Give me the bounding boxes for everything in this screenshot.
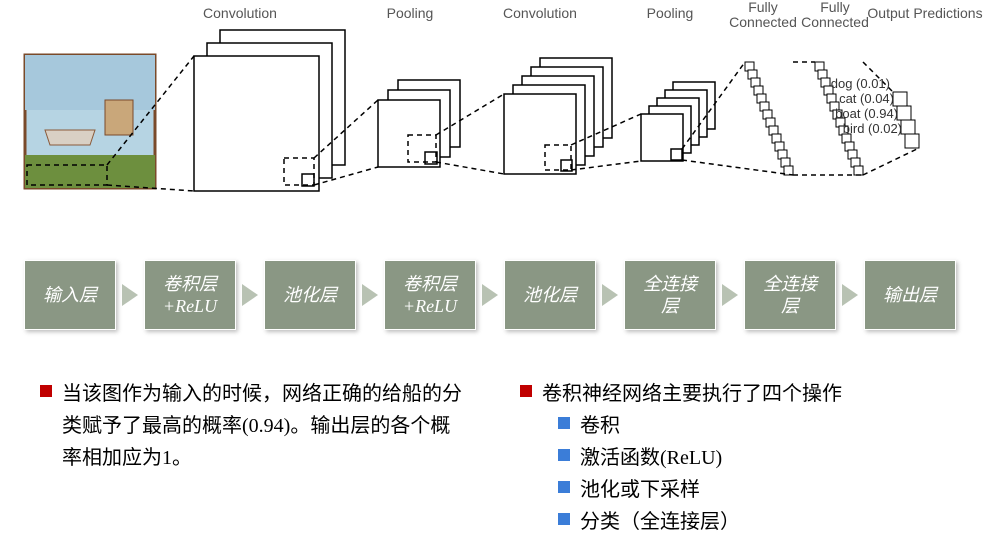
arrow-icon (362, 284, 378, 306)
svg-text:Fully: Fully (820, 0, 850, 15)
flow-step-3: 卷积层 +ReLU (384, 260, 476, 330)
cnn-diagram: Convolution Pooling Convolution Pooling … (15, 0, 985, 240)
note-sub-2: 池化或下采样 (580, 474, 700, 506)
label-pool2: Pooling (647, 5, 694, 21)
flow-step-0: 输入层 (24, 260, 116, 330)
svg-text:Connected: Connected (729, 14, 797, 30)
pred-2: boat (0.94) (835, 106, 898, 121)
flow-step-7: 输出层 (864, 260, 956, 330)
flow-step-5: 全连接 层 (624, 260, 716, 330)
bullet-icon (558, 481, 570, 493)
input-image (25, 55, 155, 188)
pred-0: dog (0.01) (831, 76, 890, 91)
conv1-stack (194, 30, 345, 191)
flow-step-2: 池化层 (264, 260, 356, 330)
svg-text:Connected: Connected (801, 14, 869, 30)
note-sub-1: 激活函数(ReLU) (580, 442, 722, 474)
flow-step-6: 全连接 层 (744, 260, 836, 330)
pool2-stack (641, 82, 715, 161)
flow-step-4: 池化层 (504, 260, 596, 330)
arrow-icon (602, 284, 618, 306)
label-conv1: Convolution (203, 5, 277, 21)
note-right-head: 卷积神经网络主要执行了四个操作 (542, 378, 842, 410)
arrow-icon (482, 284, 498, 306)
conv2-stack (504, 58, 612, 174)
notes: 当该图作为输入的时候，网络正确的给船的分类赋予了最高的概率(0.94)。输出层的… (40, 378, 960, 538)
bullet-icon (558, 449, 570, 461)
arrow-icon (242, 284, 258, 306)
note-sub-3: 分类（全连接层） (580, 506, 740, 538)
fc1 (745, 62, 793, 175)
pool1-stack (378, 80, 460, 167)
svg-text:Fully: Fully (748, 0, 778, 15)
arrow-icon (842, 284, 858, 306)
bullet-icon (558, 513, 570, 525)
pred-1: cat (0.04) (839, 91, 894, 106)
bullet-icon (520, 385, 532, 397)
note-sub-0: 卷积 (580, 410, 620, 442)
flow-step-1: 卷积层 +ReLU (144, 260, 236, 330)
label-out: Output Predictions (867, 5, 982, 21)
bullet-icon (40, 385, 52, 397)
arrow-icon (722, 284, 738, 306)
pred-3: bird (0.02) (843, 121, 902, 136)
layer-flow: 输入层 卷积层 +ReLU 池化层 卷积层 +ReLU 池化层 全连接 层 全连… (24, 260, 956, 330)
bullet-icon (558, 417, 570, 429)
arrow-icon (122, 284, 138, 306)
label-pool1: Pooling (387, 5, 434, 21)
label-conv2: Convolution (503, 5, 577, 21)
note-left: 当该图作为输入的时候，网络正确的给船的分类赋予了最高的概率(0.94)。输出层的… (62, 378, 470, 474)
